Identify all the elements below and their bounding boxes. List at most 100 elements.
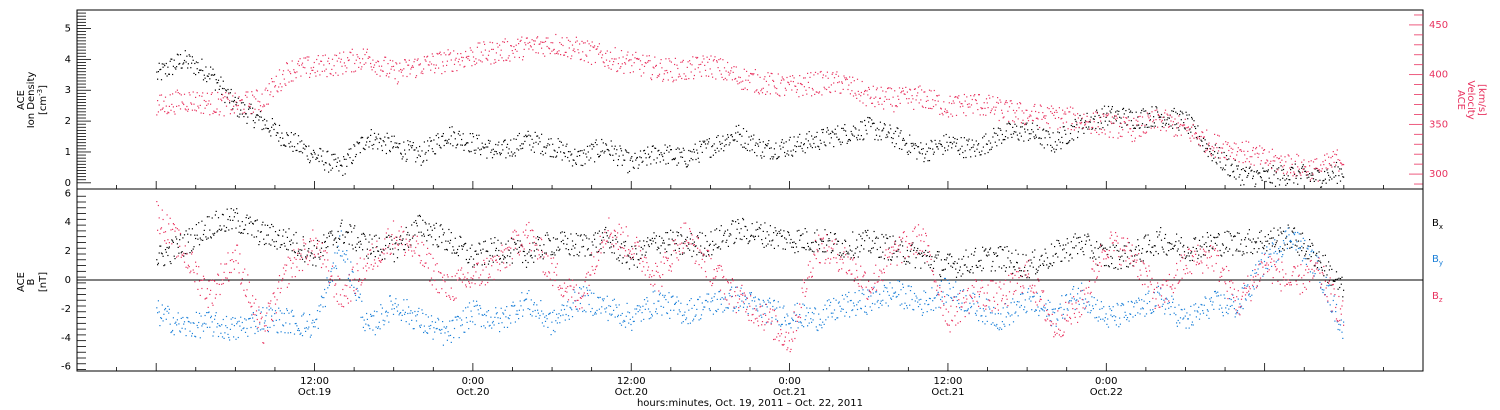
bx-point	[183, 255, 185, 257]
density-point	[219, 85, 221, 87]
bx-point	[831, 250, 833, 252]
bx-point	[491, 242, 493, 244]
bx-point	[522, 250, 524, 252]
bx-point	[624, 240, 627, 243]
velocity-point	[164, 111, 166, 113]
velocity-point	[1263, 149, 1266, 151]
bx-point	[1138, 245, 1140, 247]
bx-point	[925, 255, 927, 257]
velocity-point	[1301, 171, 1304, 173]
velocity-point	[714, 56, 716, 58]
velocity-point	[244, 94, 247, 96]
velocity-point	[1153, 127, 1155, 129]
bx-point	[259, 241, 261, 243]
velocity-point	[690, 71, 692, 73]
velocity-point	[1109, 131, 1111, 133]
bx-point	[620, 243, 623, 245]
velocity-point	[271, 81, 273, 83]
bx-point	[452, 246, 454, 248]
bx-point	[172, 241, 174, 243]
density-point	[1271, 182, 1273, 184]
bx-point	[850, 257, 852, 259]
velocity-point	[949, 95, 951, 97]
velocity-point	[697, 56, 699, 59]
bx-point	[1204, 254, 1206, 256]
bx-point	[527, 261, 529, 264]
density-point	[301, 140, 303, 142]
density-point	[932, 153, 935, 155]
velocity-point	[679, 75, 681, 77]
bx-point	[1339, 286, 1341, 289]
bx-point	[553, 252, 555, 254]
by-point	[164, 309, 166, 311]
bx-point	[300, 255, 302, 257]
density-point	[1193, 120, 1195, 122]
bx-point	[746, 238, 748, 240]
velocity-point	[620, 66, 622, 68]
by-point	[352, 271, 354, 273]
bx-point	[1226, 230, 1228, 232]
density-point	[459, 134, 461, 136]
velocity-point	[166, 113, 168, 115]
bx-point	[693, 250, 695, 252]
bx-point	[577, 234, 579, 237]
density-point	[272, 124, 274, 126]
density-point	[886, 134, 888, 136]
density-point	[379, 137, 381, 139]
by-point	[225, 315, 228, 318]
density-point	[245, 113, 247, 115]
bx-point	[1214, 237, 1216, 239]
velocity-point	[788, 83, 790, 86]
density-point	[826, 127, 828, 129]
velocity-point	[1024, 124, 1026, 126]
velocity-point	[528, 48, 530, 50]
by-point	[181, 327, 183, 329]
density-point	[704, 140, 706, 142]
velocity-point	[349, 51, 351, 53]
velocity-point	[1134, 137, 1136, 139]
density-point	[579, 155, 581, 157]
velocity-point	[968, 103, 970, 105]
density-point	[677, 147, 679, 149]
velocity-point	[271, 78, 273, 80]
density-point	[844, 124, 846, 126]
velocity-point	[760, 90, 762, 92]
by-point	[240, 316, 242, 318]
by-point	[337, 245, 339, 247]
velocity-point	[881, 103, 883, 105]
velocity-point	[480, 51, 482, 53]
density-point	[1112, 122, 1114, 124]
bx-point	[181, 251, 183, 253]
bx-point	[489, 254, 491, 257]
top-right-axis-label-2: Velocity	[1465, 80, 1476, 119]
density-point	[599, 154, 601, 156]
density-point	[990, 148, 992, 150]
density-point	[792, 155, 794, 157]
velocity-point	[329, 72, 331, 75]
bx-point	[966, 270, 969, 272]
density-point	[806, 133, 808, 135]
density-point	[187, 67, 189, 69]
velocity-point	[653, 67, 655, 69]
velocity-point	[1197, 136, 1199, 138]
density-point	[987, 151, 989, 154]
density-point	[1164, 124, 1167, 126]
velocity-point	[1044, 117, 1046, 119]
velocity-point	[1284, 156, 1286, 158]
by-point	[244, 331, 247, 333]
bx-point	[963, 264, 965, 266]
density-point	[1179, 113, 1181, 116]
bx-point	[891, 256, 893, 258]
velocity-point	[1111, 122, 1113, 125]
velocity-point	[160, 94, 163, 96]
density-point	[1017, 138, 1019, 140]
bx-point	[1209, 245, 1211, 247]
bx-point	[769, 225, 771, 227]
velocity-point	[902, 90, 904, 92]
density-point	[596, 144, 598, 146]
bx-point	[286, 236, 288, 238]
density-point	[982, 146, 984, 148]
velocity-point	[1092, 126, 1094, 129]
bx-point	[669, 244, 671, 246]
bx-point	[598, 230, 600, 232]
